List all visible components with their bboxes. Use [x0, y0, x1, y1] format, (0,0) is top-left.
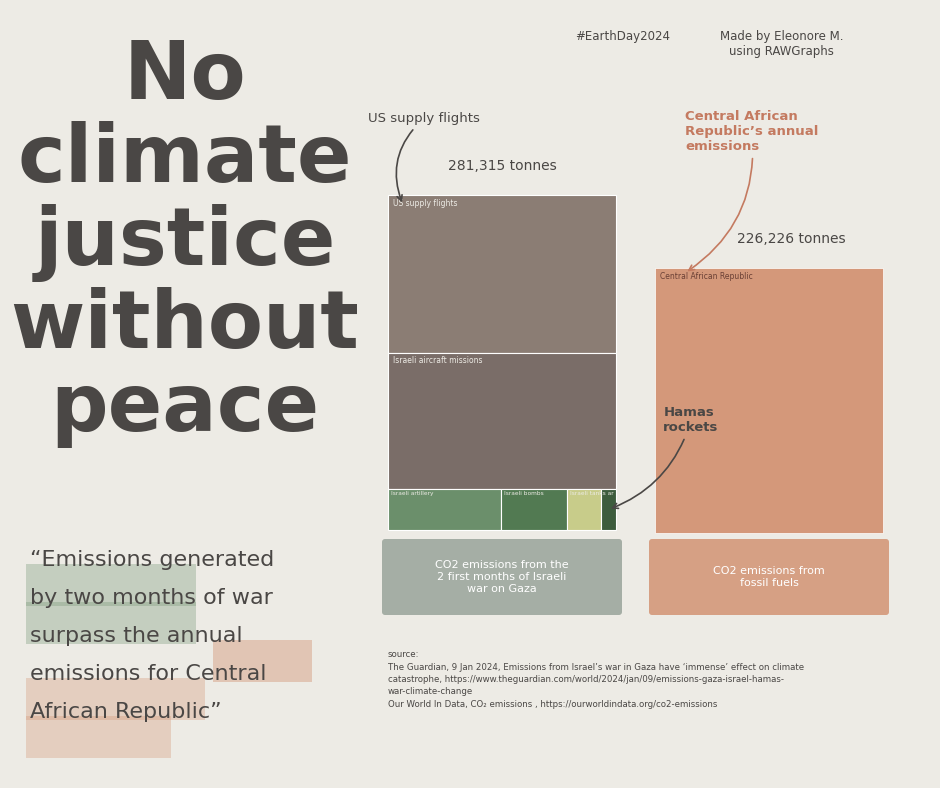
Text: Israeli artillery: Israeli artillery — [391, 491, 433, 496]
Bar — [655, 268, 883, 533]
Text: Central African Republic: Central African Republic — [660, 272, 753, 281]
Text: US supply flights: US supply flights — [368, 112, 480, 201]
FancyBboxPatch shape — [213, 640, 312, 682]
Text: “Emissions generated: “Emissions generated — [30, 550, 274, 570]
Bar — [388, 353, 616, 489]
Bar — [501, 489, 568, 530]
Text: Made by Eleonore M.
using RAWGraphs: Made by Eleonore M. using RAWGraphs — [720, 30, 843, 58]
Text: by two months of war: by two months of war — [30, 588, 273, 608]
Text: Hamas
rockets: Hamas rockets — [613, 406, 719, 508]
Text: Israeli bombs: Israeli bombs — [504, 491, 543, 496]
Text: Israeli aircraft missions: Israeli aircraft missions — [393, 356, 482, 366]
Text: source:
The Guardian, 9 Jan 2024, Emissions from Israel’s war in Gaza have ‘imme: source: The Guardian, 9 Jan 2024, Emissi… — [388, 650, 804, 709]
FancyBboxPatch shape — [26, 678, 205, 720]
Text: African Republic”: African Republic” — [30, 702, 222, 722]
Bar — [388, 195, 616, 353]
Bar — [388, 489, 501, 530]
FancyBboxPatch shape — [26, 602, 196, 644]
Text: 226,226 tonnes: 226,226 tonnes — [738, 232, 846, 246]
FancyBboxPatch shape — [26, 716, 171, 758]
FancyBboxPatch shape — [26, 564, 196, 606]
Text: CO2 emissions from the
2 first months of Israeli
war on Gaza: CO2 emissions from the 2 first months of… — [435, 560, 569, 593]
Text: surpass the annual: surpass the annual — [30, 626, 243, 646]
Text: emissions for Central: emissions for Central — [30, 664, 267, 684]
Text: No
climate
justice
without
peace: No climate justice without peace — [10, 38, 359, 448]
Text: US supply flights: US supply flights — [393, 199, 458, 208]
Bar — [568, 489, 601, 530]
Text: CO2 emissions from
fossil fuels: CO2 emissions from fossil fuels — [713, 567, 825, 588]
Text: Central African
Republic’s annual
emissions: Central African Republic’s annual emissi… — [685, 110, 819, 270]
Text: 281,315 tonnes: 281,315 tonnes — [447, 159, 556, 173]
Text: #EarthDay2024: #EarthDay2024 — [575, 30, 670, 43]
Text: Israeli tanks ar: Israeli tanks ar — [571, 491, 614, 496]
FancyBboxPatch shape — [382, 539, 622, 615]
Bar — [601, 489, 616, 530]
FancyBboxPatch shape — [649, 539, 889, 615]
